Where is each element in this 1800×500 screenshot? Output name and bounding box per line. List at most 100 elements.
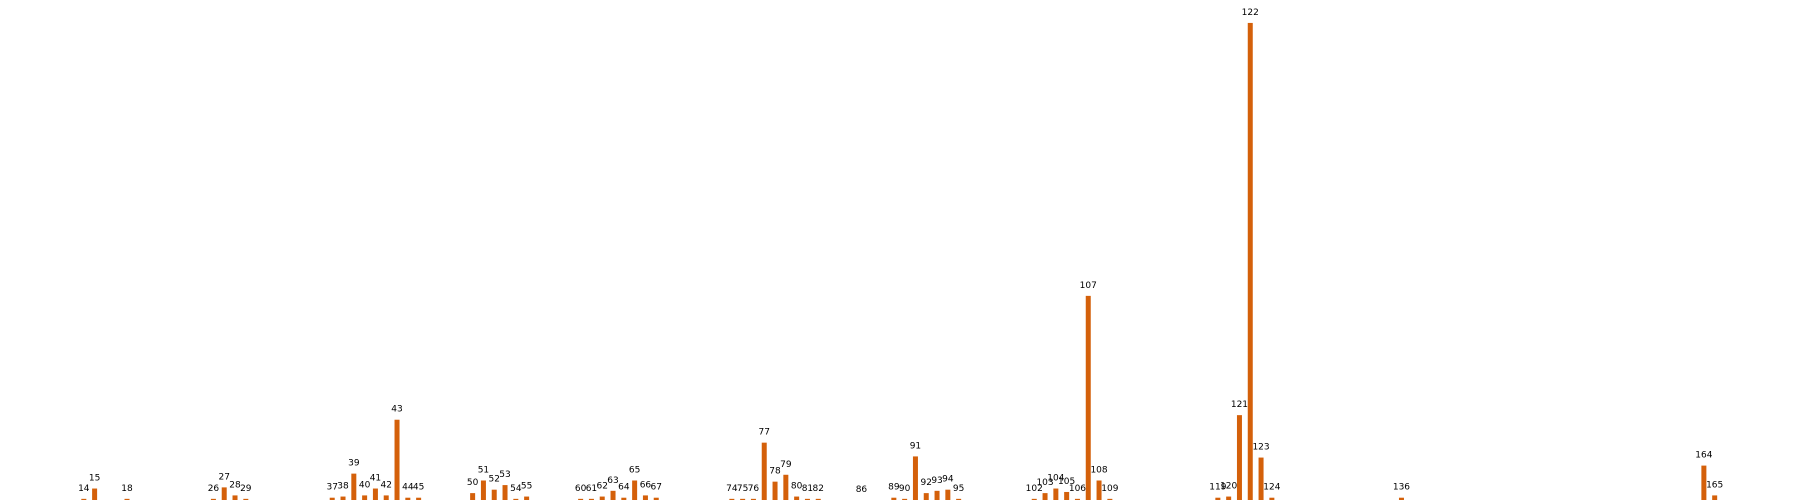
bar (1085, 295, 1091, 500)
bar-label: 76 (748, 484, 760, 494)
bar-label: 82 (813, 484, 824, 494)
bar-label: 92 (921, 478, 932, 488)
bar-label: 55 (521, 482, 532, 492)
bar (891, 497, 897, 500)
bar-label: 120 (1220, 482, 1237, 492)
bar (1107, 498, 1113, 500)
bar (934, 490, 940, 500)
bar (794, 496, 800, 500)
bar-label: 106 (1069, 484, 1086, 494)
bar (351, 473, 357, 500)
bar (750, 498, 756, 500)
bar (1074, 498, 1080, 500)
bar (362, 495, 368, 500)
bar (912, 456, 918, 500)
bar-label: 79 (780, 460, 792, 470)
bar-label: 14 (78, 484, 90, 494)
bar-label: 123 (1252, 443, 1269, 453)
bar (1258, 457, 1264, 500)
bar-label: 62 (597, 482, 608, 492)
bar (632, 480, 638, 500)
bar (480, 480, 486, 500)
bar-label: 51 (478, 466, 489, 476)
bar (783, 474, 789, 500)
bar (1031, 498, 1037, 500)
bar (524, 496, 530, 500)
bar-label: 91 (910, 441, 921, 451)
bar (578, 498, 584, 500)
bar-label: 107 (1080, 281, 1097, 291)
bar (383, 495, 389, 500)
bar (221, 487, 227, 500)
bar-label: 93 (931, 476, 942, 486)
bar (1215, 497, 1221, 500)
bar-label: 29 (240, 484, 252, 494)
bar (1701, 465, 1707, 500)
bar-label: 65 (629, 466, 640, 476)
bar (610, 490, 616, 500)
bar-label: 165 (1706, 480, 1723, 490)
bar (588, 498, 594, 500)
bar (599, 496, 605, 500)
bar-label: 43 (391, 405, 402, 415)
bar-label: 66 (640, 480, 652, 490)
bar (491, 489, 497, 500)
bar-label: 74 (726, 484, 738, 494)
bar-label: 95 (953, 484, 964, 494)
bar (372, 488, 378, 500)
bar (502, 485, 508, 500)
bar-label: 102 (1026, 484, 1043, 494)
bar-label: 15 (89, 474, 100, 484)
bar-label: 45 (413, 483, 424, 493)
bar (1226, 496, 1232, 500)
bar (416, 497, 422, 500)
bar (340, 496, 346, 500)
bar-label: 75 (737, 484, 748, 494)
bar (470, 493, 476, 500)
bar (405, 497, 411, 500)
bar-label: 18 (121, 484, 133, 494)
bar (1712, 495, 1718, 500)
bar (1064, 491, 1070, 500)
bar (815, 498, 821, 500)
bar (772, 481, 778, 500)
bar (1236, 415, 1242, 500)
bar-label: 104 (1047, 474, 1064, 484)
bar (956, 498, 962, 500)
bar-label: 26 (208, 484, 220, 494)
bar-label: 61 (586, 484, 597, 494)
bar (329, 497, 335, 500)
bar (945, 489, 951, 500)
bar (394, 419, 400, 500)
bar (210, 498, 216, 500)
bar-label: 77 (759, 428, 770, 438)
bar-label: 90 (899, 484, 911, 494)
bar-label: 38 (337, 482, 349, 492)
bar-label: 52 (489, 475, 500, 485)
bar (243, 498, 249, 500)
bar-label: 81 (802, 484, 813, 494)
bar (653, 497, 659, 500)
bar (729, 498, 735, 500)
bar-label: 78 (769, 467, 781, 477)
bar-label: 124 (1263, 483, 1280, 493)
bar-label: 63 (607, 476, 618, 486)
bar-label: 86 (856, 485, 868, 495)
bar (1269, 497, 1275, 500)
bar-label: 121 (1231, 400, 1248, 410)
bar-label: 28 (229, 480, 241, 490)
bar (232, 495, 238, 500)
bar-label: 108 (1090, 466, 1107, 476)
bar (761, 442, 767, 500)
bar (621, 497, 627, 500)
bar-label: 44 (402, 483, 414, 493)
bar (1053, 488, 1059, 500)
bar-label: 67 (651, 483, 662, 493)
bar-label: 109 (1101, 484, 1118, 494)
bar (92, 488, 98, 500)
bar (923, 493, 929, 500)
bar-label: 164 (1695, 451, 1712, 461)
bar (804, 498, 810, 500)
bar (81, 498, 87, 500)
